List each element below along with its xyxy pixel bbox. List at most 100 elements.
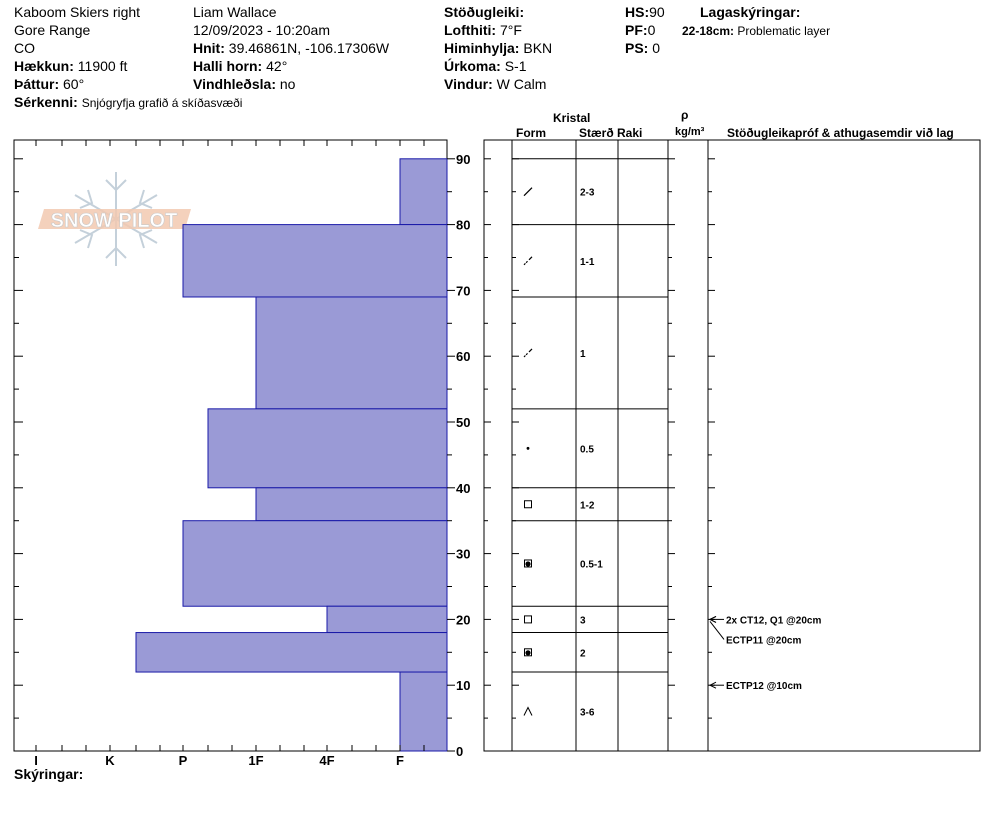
hardness-bar [255,487,448,522]
coordinates: Hnit: 39.46861N, -106.17306W [193,39,389,57]
crystal-dot [525,650,531,656]
observation-datetime: 12/09/2023 - 10:20am [193,22,330,38]
hardness-bar [135,632,448,673]
stability-test-arrow [708,615,717,623]
sky-value: BKN [523,40,553,56]
aspect-label: Þáttur: [14,76,60,92]
moisture-header: Raki [617,126,643,140]
x-axis-tick-label: P [179,753,188,768]
crystal-dot [526,446,530,450]
observer-name: Liam Wallace [193,4,277,20]
crystal-size-label: 1-1 [580,257,595,268]
crystal-size-label: 1 [580,349,586,360]
y-axis-tick-label: 20 [456,612,470,627]
form-header: Form [516,126,546,140]
hs-value: 90 [649,4,665,20]
crystal-size-label: 0.5 [580,444,594,455]
hardness-bar [182,520,448,607]
air-temp-value: 7°F [499,22,522,38]
crystal-dot [525,561,531,567]
hardness-bar [399,158,448,226]
crystal-size-label: 3-6 [580,708,595,719]
location-name: Kaboom Skiers right [14,4,141,20]
air-temp-label: Lofthiti: [444,22,497,38]
layer-legend-entry: 22-18cm: Problematic layer [682,22,830,40]
elevation-label: Hækkun: [14,58,74,74]
stability-test-label: 2x CT12, Q1 @20cm [726,615,821,626]
aspect: Þáttur: 60° [14,75,84,93]
snow-height: HS:90 [625,3,665,21]
y-axis-tick-label: 90 [456,152,470,167]
x-axis-tick-label: 4F [319,753,334,768]
wind-loading-label: Vindhleðsla: [193,76,276,92]
crystal-stroke [523,187,533,197]
ps-label: PS: [625,40,649,56]
layer-legend-label: Lagaskýringar: [700,4,801,20]
stability-test-label: ECTP12 @10cm [726,681,802,692]
y-axis-tick-label: 80 [456,218,470,233]
ps-value: 0 [652,40,661,56]
crystal-header: Kristal [553,111,591,125]
crystal-form-icon [524,648,532,657]
crystal-size-label: 2-3 [580,188,595,199]
crystal-size-label: 3 [580,615,586,626]
aspect-value: 60° [63,76,85,92]
crystal-form-icon [523,256,533,266]
crystal-square [524,615,532,624]
mountain-range: Gore Range [14,22,91,38]
crystal-square [524,500,532,509]
wind-loading-value: no [279,76,296,92]
crystal-size-label: 1-2 [580,500,595,511]
crystal-form-icon [524,615,532,624]
features-label: Sérkenni: [14,94,78,110]
slope-value: 42° [266,58,288,74]
pf-value: 0 [647,22,656,38]
stability-test-arrow [708,681,717,689]
slope-label: Halli horn: [193,58,263,74]
crystal-stroke [528,256,533,261]
elevation: Hækkun: 11900 ft [14,57,127,75]
precip-label: Úrkoma: [444,58,501,74]
crystal-form-icon [526,446,530,450]
y-axis-tick-label: 0 [456,744,463,759]
y-axis-tick-label: 50 [456,415,470,430]
precipitation: Úrkoma: S-1 [444,57,526,75]
hs-label: HS: [625,4,650,20]
features: Sérkenni: Snjógryfja grafið á skíðasvæði [14,93,242,112]
wind: Vindur: W Calm [444,75,546,93]
density-unit-header: kg/m³ [675,126,705,138]
hardness-bar [207,408,448,489]
crystal-square [524,648,532,657]
x-axis-tick-label: I [34,753,38,768]
hardness-bar [182,224,448,298]
state: CO [14,40,35,56]
crystal-size-label: 0.5-1 [580,559,603,570]
crystal-square [524,559,532,568]
crystal-stroke [528,348,533,353]
hardness-bar [255,296,448,410]
crystal-form-icon [523,187,533,197]
ski-penetration: PF:0 [625,21,655,39]
features-value: Snjógryfja grafið á skíðasvæði [81,96,243,110]
coords-value: 39.46861N, -106.17306W [228,40,390,56]
boot-penetration: PS: 0 [625,39,660,57]
crystal-stroke [523,352,529,358]
crystal-size-label: 2 [580,648,586,659]
y-axis-tick-label: 30 [456,547,470,562]
elevation-value: 11900 ft [77,58,128,74]
sky-label: Himinhylja: [444,40,520,56]
legend-range: 22-18cm: [682,24,735,38]
y-axis-tick-label: 70 [456,283,470,298]
hardness-bar [326,605,448,634]
y-axis-tick-label: 10 [456,678,470,693]
crystal-form-icon [523,706,533,716]
crystal-stroke [523,260,529,266]
x-axis-tick-label: K [105,753,115,768]
stability-label: Stöðugleiki: [444,4,525,20]
air-temperature: Lofthiti: 7°F [444,21,522,39]
wind-value: W Calm [496,76,547,92]
crystal-caret [523,706,533,716]
stability-test-label: ECTP11 @20cm [726,635,801,646]
coords-label: Hnit: [193,40,225,56]
